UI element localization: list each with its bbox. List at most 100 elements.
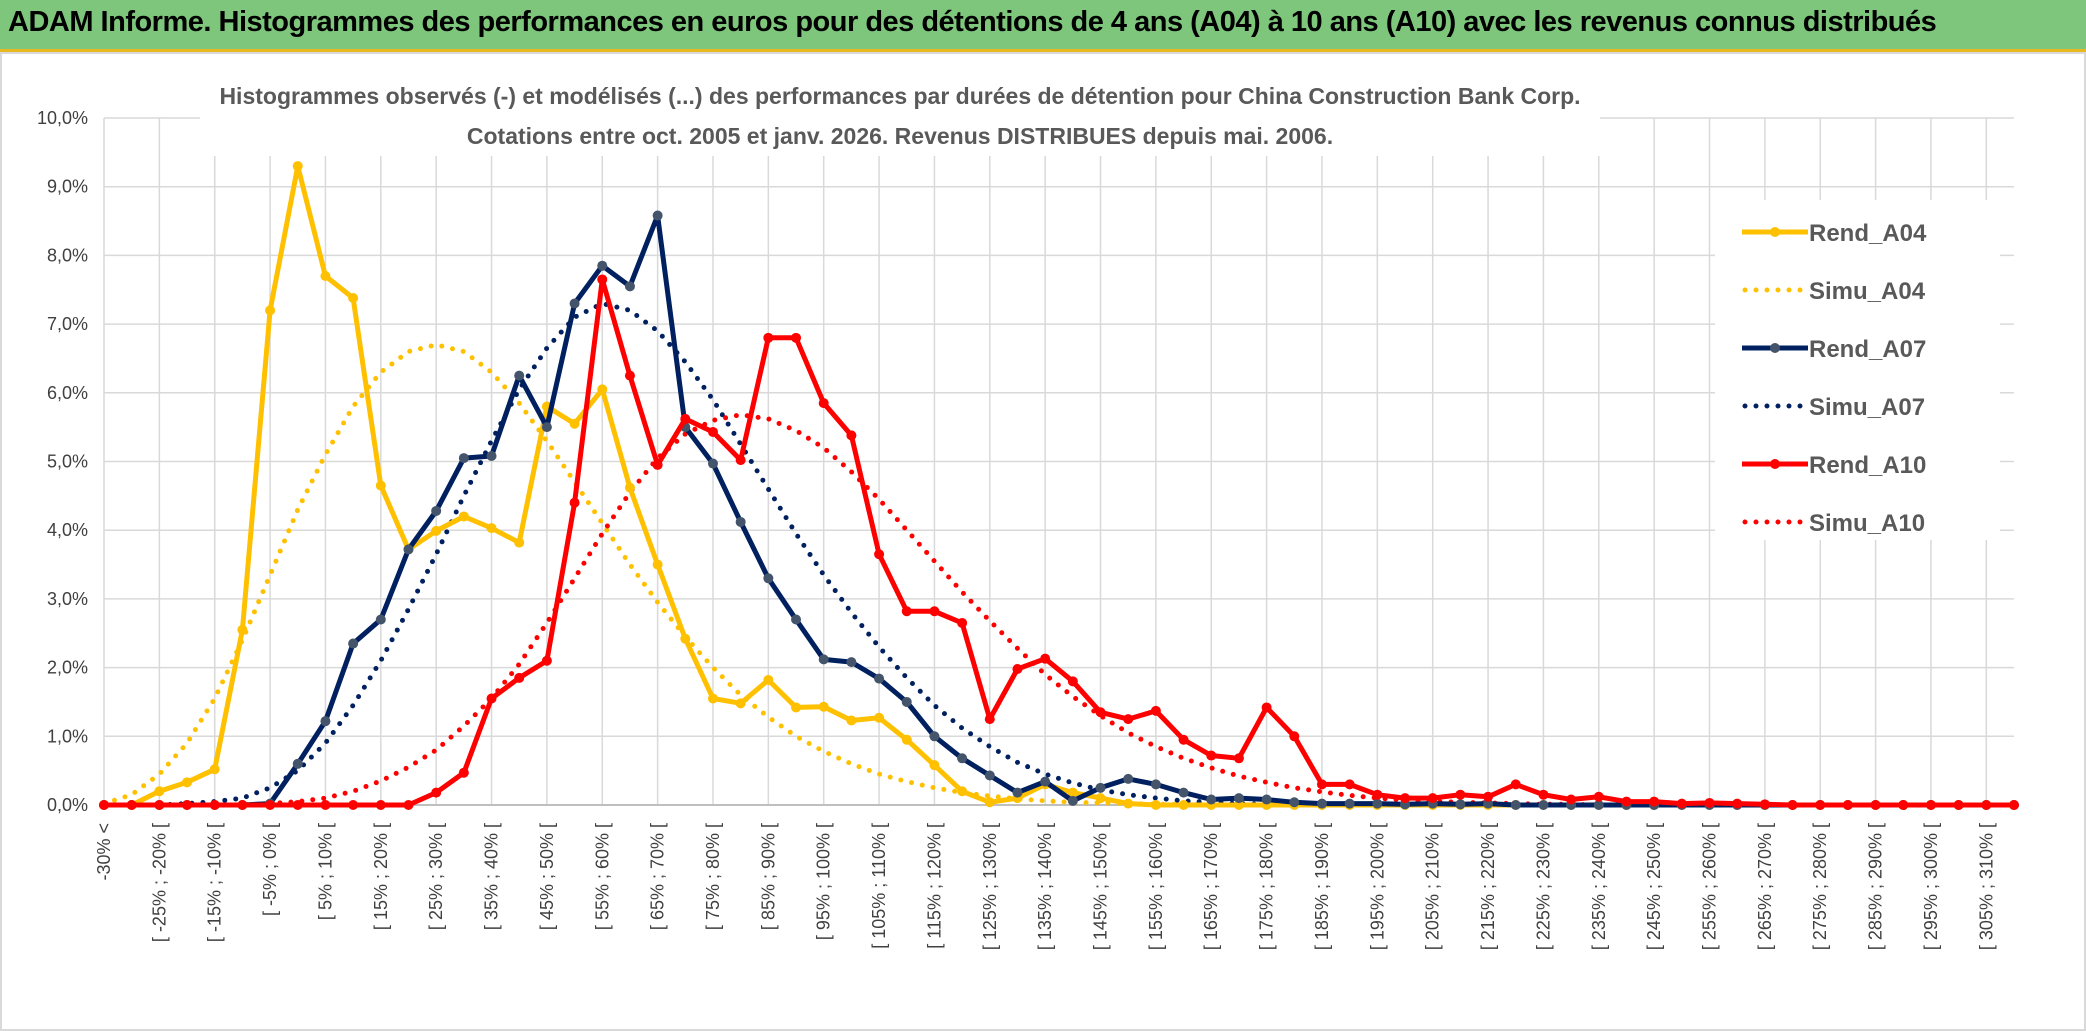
x-tick-label: [ 225% ; 230% [ (1533, 823, 1553, 950)
x-tick-label: [ 5% ; 10% [ (315, 823, 335, 920)
data-point (1261, 794, 1272, 805)
data-point (1012, 663, 1023, 674)
data-point (1787, 800, 1798, 810)
data-point (182, 777, 193, 788)
data-point (763, 332, 774, 343)
data-point (292, 161, 303, 172)
data-point (458, 767, 469, 778)
data-point (375, 800, 386, 810)
data-point (984, 797, 995, 808)
data-point (126, 800, 137, 810)
data-point (957, 617, 968, 628)
x-tick-label: [ 285% ; 290% [ (1866, 823, 1886, 950)
data-point (265, 305, 276, 316)
data-point (1261, 702, 1272, 713)
legend: Rend_A04 Simu_A04 Rend_A07 Simu_A07 Rend_A10… (1742, 220, 1927, 537)
data-point (818, 701, 829, 712)
legend-item-Rend_A10: Rend_A10 (1742, 452, 1926, 479)
data-point (763, 674, 774, 685)
data-point (431, 787, 442, 798)
data-point (763, 573, 774, 584)
data-point (1316, 779, 1327, 790)
x-tick-label: [ 35% ; 40% [ (482, 823, 502, 930)
data-point (292, 800, 303, 810)
data-point (901, 734, 912, 745)
data-point (1150, 800, 1161, 810)
data-point (707, 426, 718, 437)
x-tick-label: [ 135% ; 140% [ (1035, 823, 1055, 950)
data-point (375, 480, 386, 491)
y-tick-label: 1,0% (47, 726, 88, 746)
data-point (1898, 800, 1909, 810)
x-tick-label: [ 125% ; 130% [ (980, 823, 1000, 950)
data-point (403, 800, 414, 810)
x-tick-label: [ 265% ; 270% [ (1755, 823, 1775, 950)
data-point (680, 633, 691, 644)
page-title: ADAM Informe. Histogrammes des performan… (8, 6, 1937, 38)
legend-label: Rend_A10 (1809, 452, 1926, 479)
data-point (597, 384, 608, 395)
data-point (1510, 800, 1521, 810)
data-point (1150, 705, 1161, 716)
data-point (929, 760, 940, 771)
legend-item-Rend_A04: Rend_A04 (1742, 220, 1927, 247)
data-point (597, 274, 608, 285)
legend-background (1715, 200, 2000, 540)
x-tick-label: [ 175% ; 180% [ (1257, 823, 1277, 950)
data-point (1178, 787, 1189, 798)
y-tick-label: 5,0% (47, 452, 88, 472)
data-point (1178, 734, 1189, 745)
series-Simu_A04 (101, 342, 2017, 808)
y-tick-label: 0,0% (47, 795, 88, 815)
x-axis-ticks: -30% < [ -25% ; -20% [[ -15% ; -10% [[ -5… (94, 823, 1996, 950)
data-point (874, 549, 885, 560)
series-Simu_A10 (101, 412, 2017, 808)
data-point (1870, 800, 1881, 810)
legend-label: Simu_A07 (1809, 394, 1925, 421)
data-point (1206, 750, 1217, 761)
data-point (929, 731, 940, 742)
data-point (265, 800, 276, 810)
data-point (735, 698, 746, 709)
legend-marker (1770, 227, 1780, 237)
data-point (652, 210, 663, 221)
legend-marker (1770, 343, 1780, 353)
x-tick-label: [ 95% ; 100% [ (814, 823, 834, 940)
x-tick-label: [ 305% ; 310% [ (1976, 823, 1996, 950)
data-point (1289, 731, 1300, 742)
x-tick-label: [ 275% ; 280% [ (1810, 823, 1830, 950)
data-point (1067, 676, 1078, 687)
data-point (1178, 800, 1189, 810)
data-point (1233, 793, 1244, 804)
data-point (1483, 791, 1494, 802)
data-point (957, 753, 968, 764)
data-point (984, 770, 995, 781)
data-point (1621, 796, 1632, 807)
legend-item-Simu_A10: Simu_A10 (1742, 510, 1925, 537)
data-point (1040, 776, 1051, 787)
series-line (104, 276, 2014, 808)
data-point (431, 525, 442, 536)
data-point (514, 370, 525, 381)
x-tick-label: [ 75% ; 80% [ (703, 823, 723, 930)
data-point (569, 418, 580, 429)
x-tick-label: [ 105% ; 110% [ (869, 823, 889, 949)
y-tick-label: 9,0% (47, 177, 88, 197)
data-point (431, 505, 442, 516)
y-tick-label: 2,0% (47, 658, 88, 678)
legend-item-Simu_A04: Simu_A04 (1742, 278, 1926, 305)
data-point (846, 657, 857, 668)
data-point (458, 453, 469, 464)
x-tick-label: [ 55% ; 60% [ (592, 823, 612, 930)
data-point (984, 714, 995, 725)
x-tick-label: [ 65% ; 70% [ (648, 823, 668, 930)
data-point (652, 459, 663, 470)
data-point (624, 482, 635, 493)
x-tick-label: [ -15% ; -10% [ (205, 823, 225, 942)
series-line (101, 412, 2017, 808)
series-group (99, 161, 2019, 810)
data-point (348, 800, 359, 810)
data-point (597, 260, 608, 271)
data-point (1455, 799, 1466, 810)
data-point (486, 451, 497, 462)
